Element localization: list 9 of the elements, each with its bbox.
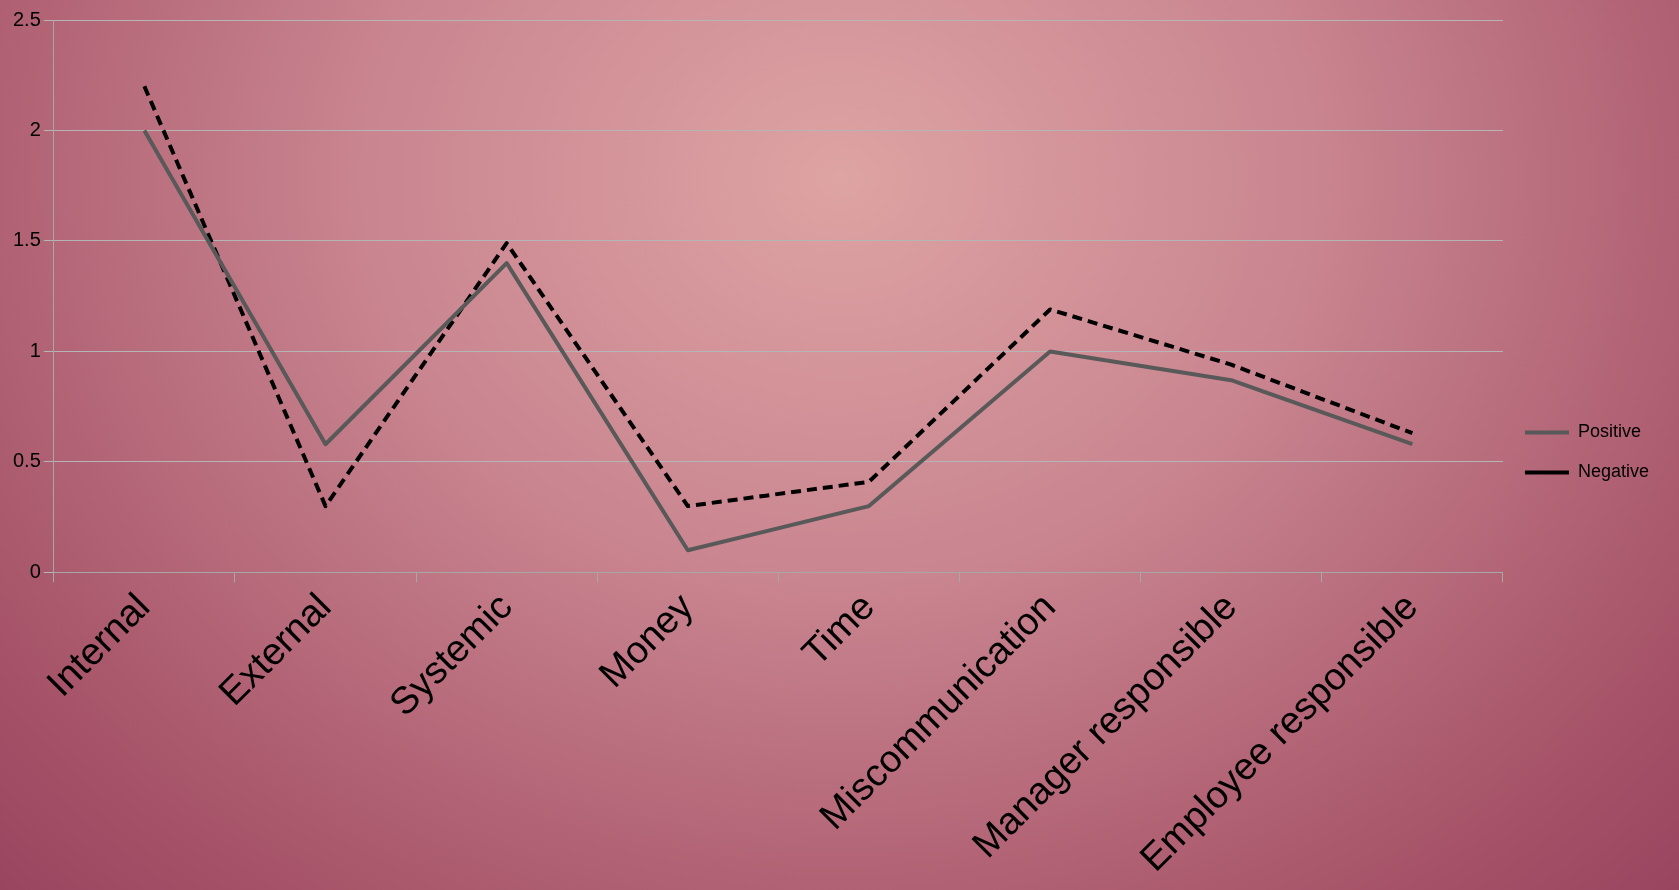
legend-label: Negative xyxy=(1577,461,1649,482)
y-tick-label: 1 xyxy=(29,338,41,361)
y-tick-label: 0 xyxy=(29,559,41,582)
y-tick-label: 2 xyxy=(29,117,41,140)
line-series xyxy=(142,84,1415,509)
legend-label: Positive xyxy=(1577,421,1641,442)
y-tick-label: 0.5 xyxy=(12,449,41,472)
y-tick-label: 2.5 xyxy=(12,7,41,30)
y-tick-label: 1.5 xyxy=(12,228,41,251)
